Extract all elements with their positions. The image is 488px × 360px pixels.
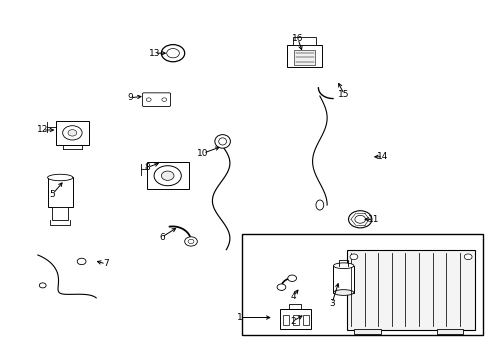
Text: 5: 5 — [49, 190, 55, 199]
Text: 10: 10 — [197, 149, 208, 158]
Bar — [346, 249, 474, 330]
Ellipse shape — [214, 135, 230, 148]
Circle shape — [188, 239, 194, 244]
Ellipse shape — [333, 263, 353, 269]
Circle shape — [62, 126, 82, 140]
Circle shape — [463, 254, 471, 260]
Bar — [293, 50, 315, 64]
Ellipse shape — [315, 200, 323, 210]
Bar — [333, 266, 353, 293]
Circle shape — [146, 98, 151, 102]
Circle shape — [162, 98, 166, 102]
Text: 9: 9 — [127, 93, 133, 102]
Bar — [436, 329, 462, 334]
Text: 1: 1 — [236, 313, 242, 322]
Circle shape — [354, 215, 365, 223]
Text: 4: 4 — [290, 292, 295, 301]
Text: 12: 12 — [37, 126, 48, 135]
Circle shape — [77, 258, 86, 265]
Bar — [353, 329, 380, 334]
Circle shape — [349, 254, 357, 260]
Text: 11: 11 — [367, 215, 378, 224]
Circle shape — [348, 211, 371, 228]
Circle shape — [166, 49, 179, 58]
Bar — [302, 315, 308, 325]
Circle shape — [154, 166, 181, 186]
Bar — [279, 309, 310, 329]
Text: 15: 15 — [338, 90, 349, 99]
Text: 14: 14 — [377, 152, 388, 161]
Bar — [242, 234, 482, 336]
Bar — [283, 315, 288, 325]
Text: 13: 13 — [148, 49, 160, 58]
FancyBboxPatch shape — [142, 93, 170, 107]
Circle shape — [277, 284, 285, 291]
Bar — [52, 207, 68, 220]
Text: 2: 2 — [290, 316, 295, 325]
Bar — [47, 177, 73, 207]
Bar — [292, 37, 316, 45]
Circle shape — [161, 171, 174, 180]
Ellipse shape — [218, 138, 226, 145]
Ellipse shape — [333, 290, 353, 296]
Bar — [287, 45, 322, 67]
Ellipse shape — [47, 174, 73, 181]
Text: 8: 8 — [144, 163, 150, 172]
Text: 3: 3 — [328, 299, 334, 308]
Circle shape — [287, 275, 296, 282]
Text: 7: 7 — [103, 260, 108, 269]
Bar — [292, 315, 298, 325]
Circle shape — [184, 237, 197, 246]
Bar — [147, 162, 188, 189]
Bar — [56, 121, 89, 145]
Circle shape — [68, 130, 77, 136]
Circle shape — [161, 45, 184, 62]
Circle shape — [39, 283, 46, 288]
Text: 16: 16 — [292, 35, 303, 44]
Text: 6: 6 — [159, 233, 164, 242]
